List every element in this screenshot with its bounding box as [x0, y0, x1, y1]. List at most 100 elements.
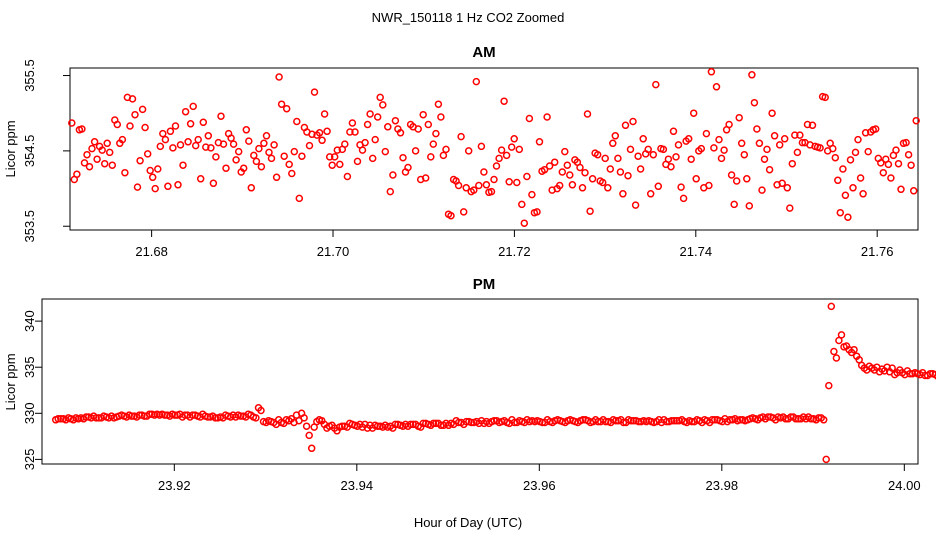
- am-data-point: [272, 173, 281, 182]
- am-data-point: [735, 113, 743, 122]
- pm-data-point: [462, 417, 471, 426]
- am-data-point: [255, 144, 263, 153]
- am-data-point: [336, 160, 344, 169]
- am-x-tick-label: 21.76: [861, 244, 894, 259]
- am-data-point: [414, 125, 422, 133]
- am-plot-frame: [69, 67, 919, 231]
- am-data-point: [783, 184, 792, 192]
- am-data-point: [298, 152, 306, 160]
- pm-data-point: [171, 411, 179, 419]
- am-data-point: [535, 138, 544, 146]
- am-data-point: [78, 125, 86, 133]
- am-data-point: [732, 177, 741, 185]
- pm-data-point: [57, 415, 65, 423]
- pm-data-point: [82, 413, 90, 421]
- am-x-tick-label: 21.68: [135, 244, 168, 259]
- am-data-point: [697, 144, 706, 153]
- am-data-point: [186, 120, 195, 128]
- am-x-tick-label: 21.70: [317, 244, 350, 259]
- am-data-point: [576, 163, 584, 172]
- am-data-point: [181, 107, 190, 116]
- pm-data-point: [837, 331, 846, 339]
- am-data-point: [667, 162, 675, 171]
- am-data-point: [854, 135, 862, 144]
- am-data-point: [702, 129, 711, 138]
- am-x-tick-label: 21.74: [680, 244, 713, 259]
- am-data-point: [669, 127, 678, 136]
- am-data-point: [277, 100, 286, 108]
- am-data-point: [90, 138, 99, 146]
- pm-data-point: [579, 416, 587, 424]
- am-data-point: [93, 155, 101, 163]
- am-data-point: [399, 153, 407, 162]
- pm-data-point: [926, 369, 934, 378]
- am-data-point: [457, 132, 465, 141]
- am-data-point: [624, 171, 632, 180]
- am-data-point: [619, 190, 627, 198]
- am-data-point: [421, 174, 430, 182]
- am-data-point: [593, 150, 602, 159]
- am-data-point: [740, 150, 749, 159]
- am-data-point: [154, 165, 162, 173]
- pm-data-point: [236, 412, 245, 420]
- am-data-point: [227, 134, 235, 142]
- am-data-point: [720, 146, 728, 154]
- pm-data-point: [300, 414, 308, 422]
- am-data-point: [351, 128, 359, 136]
- am-data-point: [588, 175, 597, 183]
- pm-x-tick-label: 23.98: [706, 478, 739, 493]
- am-data-point: [288, 169, 296, 178]
- am-data-point: [83, 150, 91, 159]
- pm-data-point: [92, 414, 100, 422]
- am-data-point: [80, 159, 89, 167]
- am-data-point: [636, 165, 645, 173]
- pm-y-tick-label: 335: [22, 356, 37, 378]
- am-data-point: [502, 151, 511, 160]
- pm-data-point: [764, 413, 772, 421]
- am-data-point: [609, 139, 617, 148]
- am-data-point: [308, 130, 316, 139]
- am-data-point: [199, 118, 208, 127]
- am-data-point: [73, 170, 81, 178]
- am-data-point: [750, 98, 759, 107]
- am-data-point: [191, 141, 200, 150]
- am-data-point: [543, 113, 551, 121]
- am-data-point: [884, 160, 893, 169]
- am-data-point: [760, 155, 769, 163]
- am-data-point: [472, 77, 481, 86]
- pm-data-point: [419, 419, 427, 428]
- pm-panel-title: PM: [473, 276, 496, 293]
- am-data-point: [902, 138, 910, 147]
- am-data-point: [692, 175, 700, 183]
- pm-data-point: [135, 411, 144, 419]
- pm-data-point: [822, 455, 830, 464]
- am-data-point: [725, 120, 733, 129]
- am-data-point: [257, 162, 266, 171]
- am-data-point: [834, 176, 842, 185]
- pm-y-tick-label: 330: [22, 402, 37, 424]
- am-data-point: [315, 129, 324, 137]
- am-data-point: [232, 156, 240, 164]
- am-data-point: [108, 161, 117, 169]
- pm-data-point: [888, 364, 896, 372]
- am-data-point: [510, 135, 518, 143]
- am-data-point: [808, 121, 817, 130]
- am-data-point: [616, 168, 625, 176]
- am-data-point: [672, 153, 680, 161]
- am-data-point: [371, 135, 379, 144]
- am-data-point: [328, 161, 336, 169]
- am-data-point: [464, 147, 473, 155]
- am-data-point: [447, 211, 455, 220]
- am-data-point: [755, 139, 764, 148]
- pm-data-point: [252, 414, 260, 422]
- am-data-point: [897, 185, 905, 194]
- pm-data-point: [338, 422, 346, 430]
- am-data-point: [333, 146, 342, 154]
- pm-data-point: [830, 347, 838, 356]
- am-data-point: [379, 101, 387, 109]
- am-data-point: [652, 80, 660, 89]
- am-data-point: [490, 175, 498, 184]
- am-data-point: [601, 154, 609, 163]
- pm-y-axis: 325 330 335 340: [22, 310, 42, 470]
